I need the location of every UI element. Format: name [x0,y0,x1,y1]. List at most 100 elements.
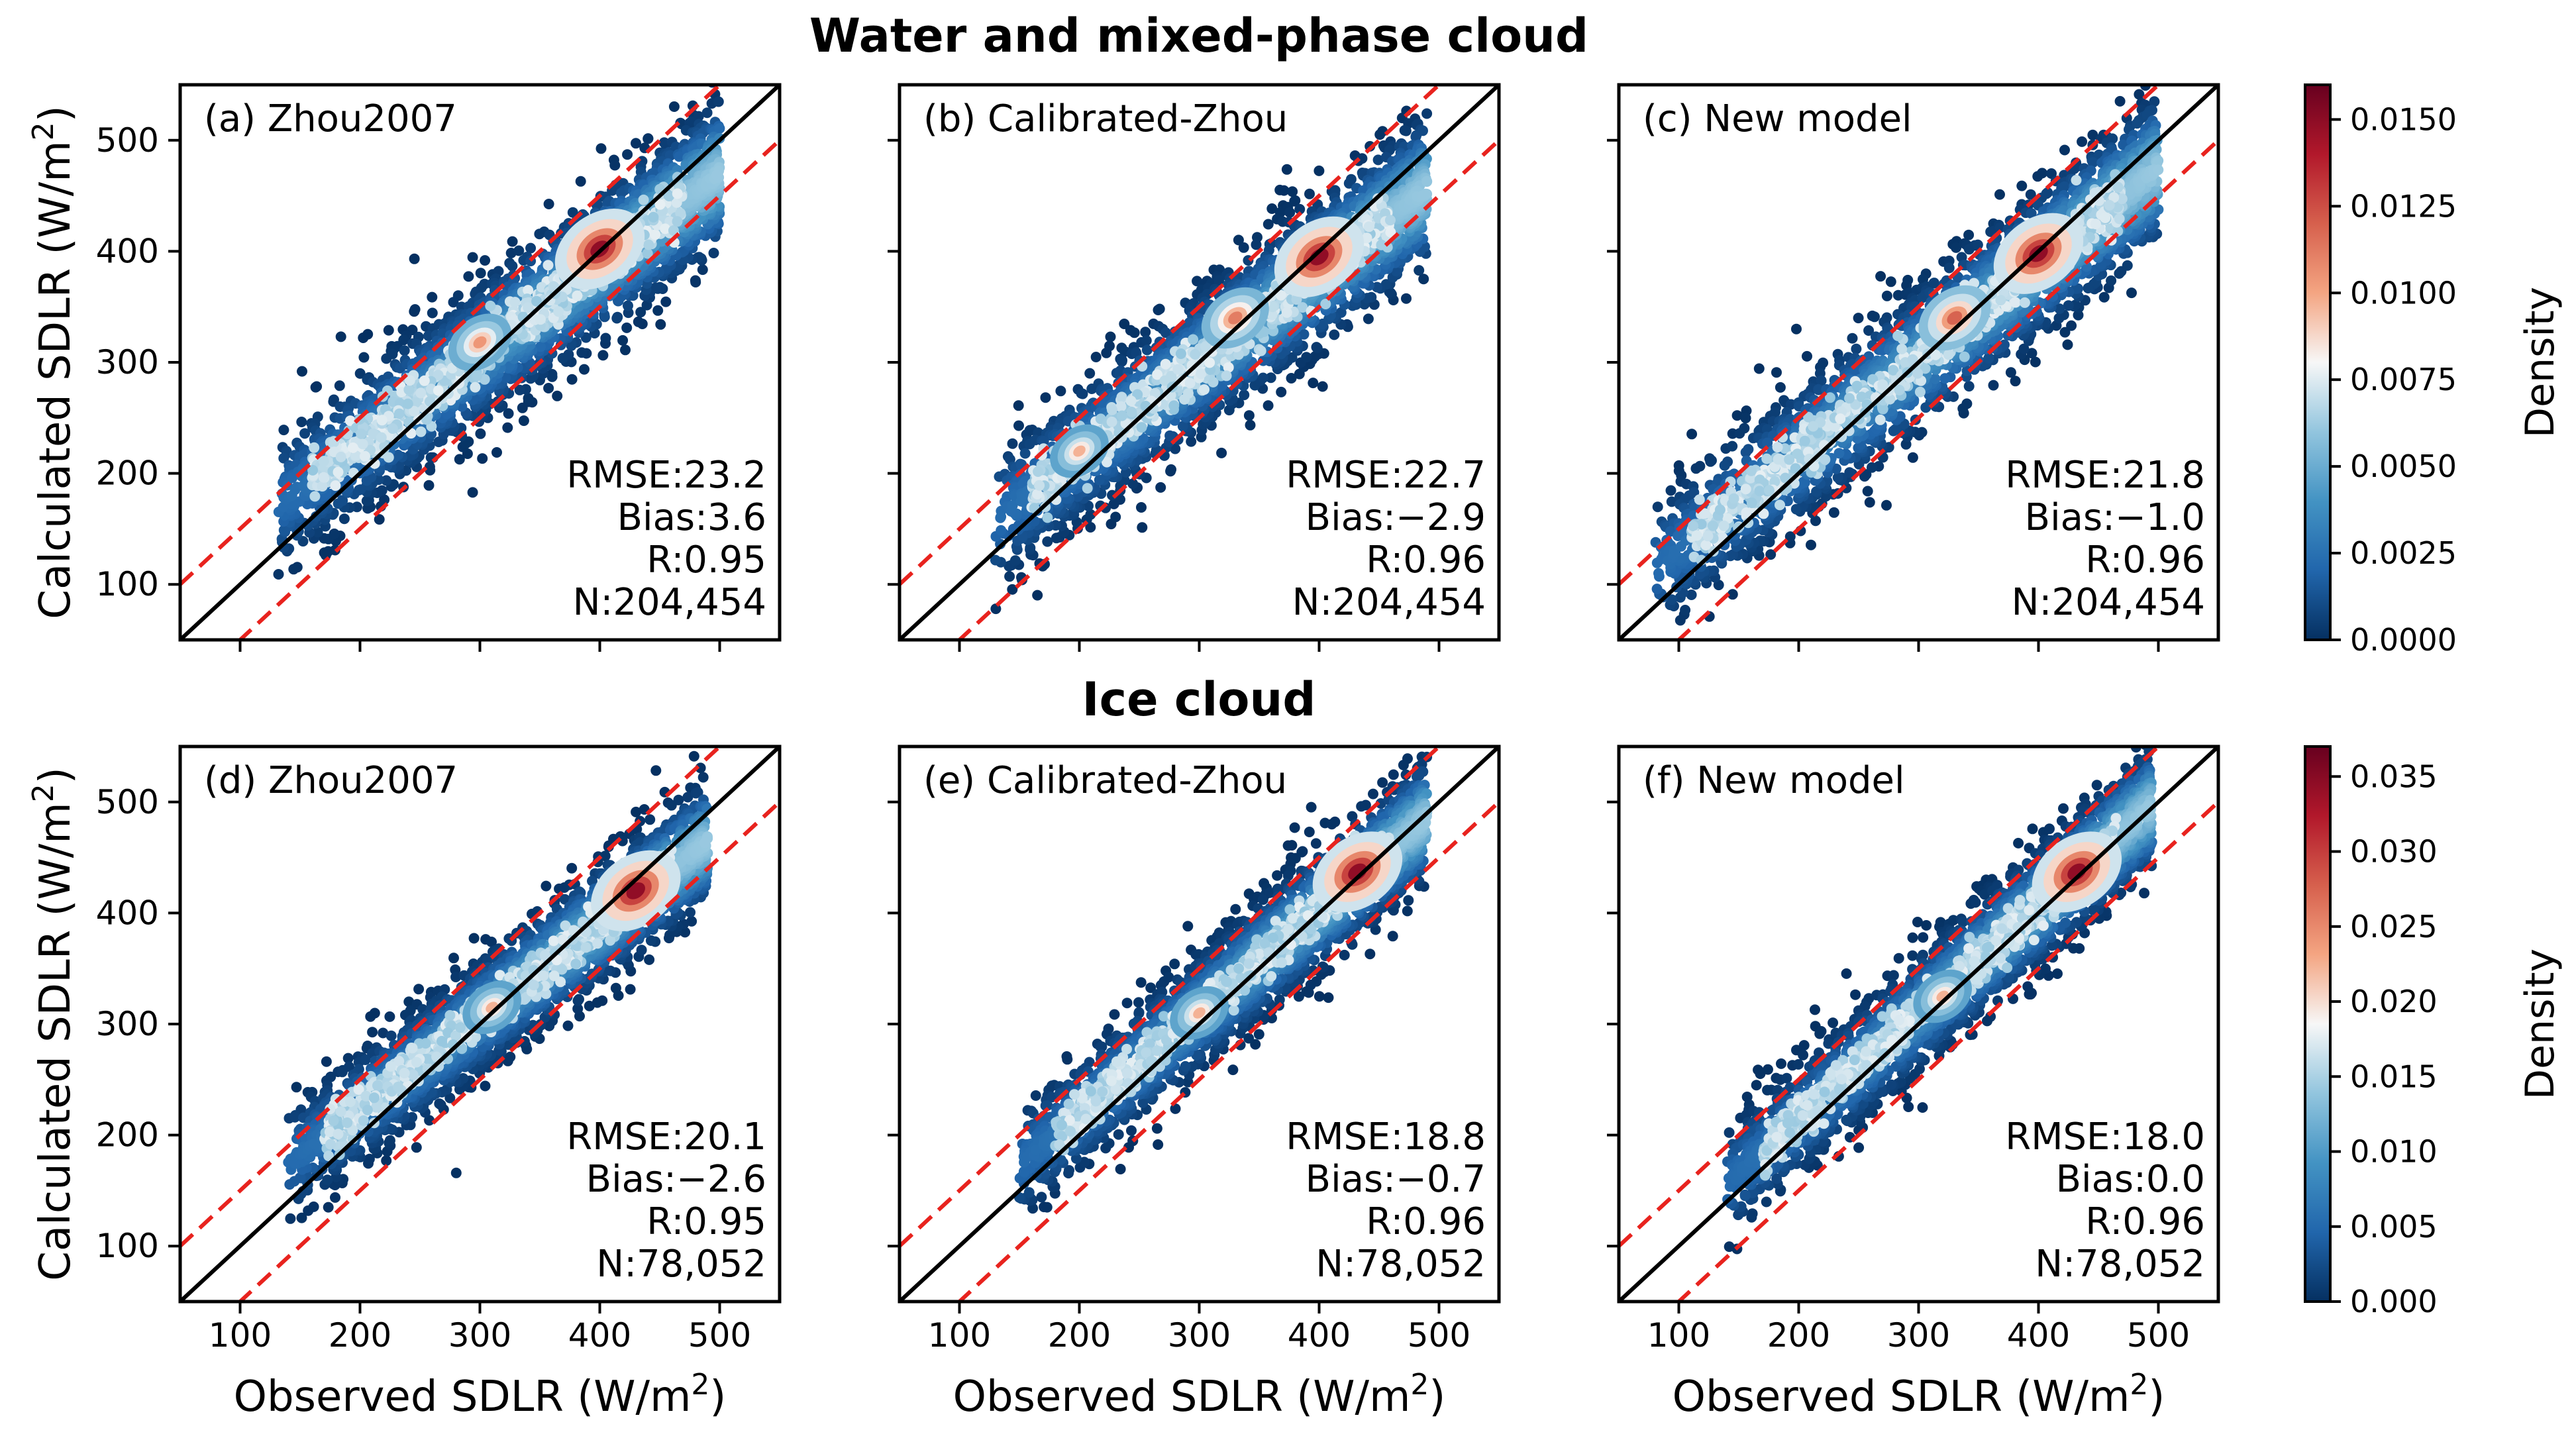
y-axis-label: Calculated SDLR (W/m2) [26,767,81,1280]
x-tick-label: 300 [1168,1316,1231,1355]
one-to-one-line [900,85,1499,640]
panel-b: (b) Calibrated-Zhou RMSE:22.7Bias:−2.9R:0… [888,83,1501,652]
y-tick-label: 300 [96,343,159,382]
one-to-one-line [1619,747,2218,1302]
lower-bound-line [237,138,780,640]
x-tick-label: 500 [2127,1316,2190,1355]
stat-line: R:0.96 [2085,1200,2205,1243]
x-axis-label: Observed SDLR (W/m2) [1673,1368,2165,1422]
one-to-one-line [1619,85,2218,640]
stat-line: Bias:−2.9 [1306,496,1486,539]
stat-line: R:0.95 [646,1200,766,1243]
row-title-water: Water and mixed-phase cloud [809,9,1588,63]
stat-line: N:78,052 [1315,1243,1486,1286]
colorbar-tick-label: 0.0125 [2350,188,2457,224]
panel-a: 100 200 300 400 500 (a) Zhou2007 RMSE:23.2Bias… [26,83,782,652]
stat-line: R:0.96 [1366,539,1486,582]
y-tick-label: 500 [96,783,159,821]
x-tick-label: 400 [1288,1316,1351,1355]
one-to-one-line [900,747,1499,1302]
colorbar-tick-label: 0.010 [2350,1134,2438,1170]
stat-line: N:204,454 [2012,581,2205,624]
y-tick-label: 500 [96,121,159,160]
panel-label: (a) Zhou2007 [204,97,457,140]
colorbar-tick-label: 0.005 [2350,1209,2438,1245]
panel-d: 100 200 300 400 500 100 200 300 400 500 (d) Zhou20… [26,745,782,1422]
y-axis-label: Calculated SDLR (W/m2) [26,105,81,619]
x-tick-label: 300 [448,1316,511,1355]
stat-line: RMSE:18.8 [1286,1115,1486,1159]
upper-bound-line [900,747,1442,1248]
colorbar-tick-label: 0.0150 [2350,101,2457,137]
one-to-one-line [180,85,780,640]
y-tick-label: 100 [96,1227,159,1265]
stat-line: R:0.96 [1366,1200,1486,1243]
upper-bound-line [180,747,723,1248]
upper-bound-line [900,85,1442,586]
panel-label: (c) New model [1643,97,1912,140]
stat-line: Bias:−1.0 [2025,496,2205,539]
lower-bound-line [1676,800,2218,1302]
x-tick-label: 500 [1408,1316,1470,1355]
panel-label: (b) Calibrated-Zhou [923,97,1288,140]
y-tick-label: 400 [96,894,159,932]
panel-e: 100 200 300 400 500 (e) Calibrated-Zhou RMSE:1… [888,745,1501,1421]
upper-bound-line [1619,747,2161,1248]
x-tick-label: 200 [329,1316,391,1355]
colorbar-tick-label: 0.020 [2350,984,2438,1019]
y-tick-label: 300 [96,1005,159,1043]
lower-bound-line [956,800,1499,1302]
y-tick-label: 100 [96,565,159,603]
colorbars: 0.0000 0.0025 0.0050 0.0075 0.0100 0.0125 0.01… [2304,83,2563,1319]
colorbar-ice: 0.000 0.005 0.010 0.015 0.020 0.025 0.030 0.035… [2304,745,2563,1319]
row-title-ice: Ice cloud [1082,672,1316,727]
colorbar-gradient [2304,745,2332,1303]
panel-label: (f) New model [1643,759,1905,802]
colorbar-tick-label: 0.0075 [2350,362,2457,397]
stat-line: RMSE:18.0 [2005,1115,2205,1159]
density-cloud [1650,85,2164,626]
stat-line: Bias:−2.6 [586,1158,766,1201]
y-tick-label: 400 [96,232,159,270]
y-tick-label: 200 [96,1116,159,1155]
one-to-one-line [180,747,780,1302]
stat-line: Bias:3.6 [617,496,766,539]
panel-c: (c) New model RMSE:21.8Bias:−1.0R:0.96N:2… [1607,83,2220,652]
colorbar-gradient [2304,83,2332,641]
x-tick-label: 300 [1887,1316,1950,1355]
stat-line: N:78,052 [2035,1243,2205,1286]
stat-line: RMSE:20.1 [566,1115,766,1159]
colorbar-tick-label: 0.030 [2350,834,2438,870]
x-tick-label: 100 [1647,1316,1710,1355]
lower-bound-line [956,138,1499,640]
stat-line: N:78,052 [596,1243,766,1286]
stat-line: RMSE:22.7 [1286,454,1486,497]
stat-line: RMSE:23.2 [566,454,766,497]
stat-line: R:0.96 [2085,539,2205,582]
stat-line: N:204,454 [573,581,766,624]
colorbar-tick-label: 0.0050 [2350,448,2457,484]
stat-line: Bias:0.0 [2056,1158,2205,1201]
x-tick-label: 100 [209,1316,272,1355]
upper-bound-line [180,85,723,586]
colorbar-water: 0.0000 0.0025 0.0050 0.0075 0.0100 0.0125 0.01… [2304,83,2563,658]
colorbar-tick-label: 0.025 [2350,909,2438,945]
x-tick-label: 400 [2007,1316,2070,1355]
x-tick-label: 100 [928,1316,991,1355]
x-tick-label: 500 [688,1316,751,1355]
lower-bound-line [1676,138,2218,640]
x-tick-label: 400 [568,1316,631,1355]
stat-line: RMSE:21.8 [2005,454,2205,497]
lower-bound-line [237,800,780,1302]
x-tick-label: 200 [1048,1316,1111,1355]
y-tick-label: 200 [96,454,159,493]
x-axis-label: Observed SDLR (W/m2) [234,1368,727,1422]
colorbar-label: Density [2517,287,2563,438]
colorbar-tick-label: 0.0000 [2350,622,2457,658]
